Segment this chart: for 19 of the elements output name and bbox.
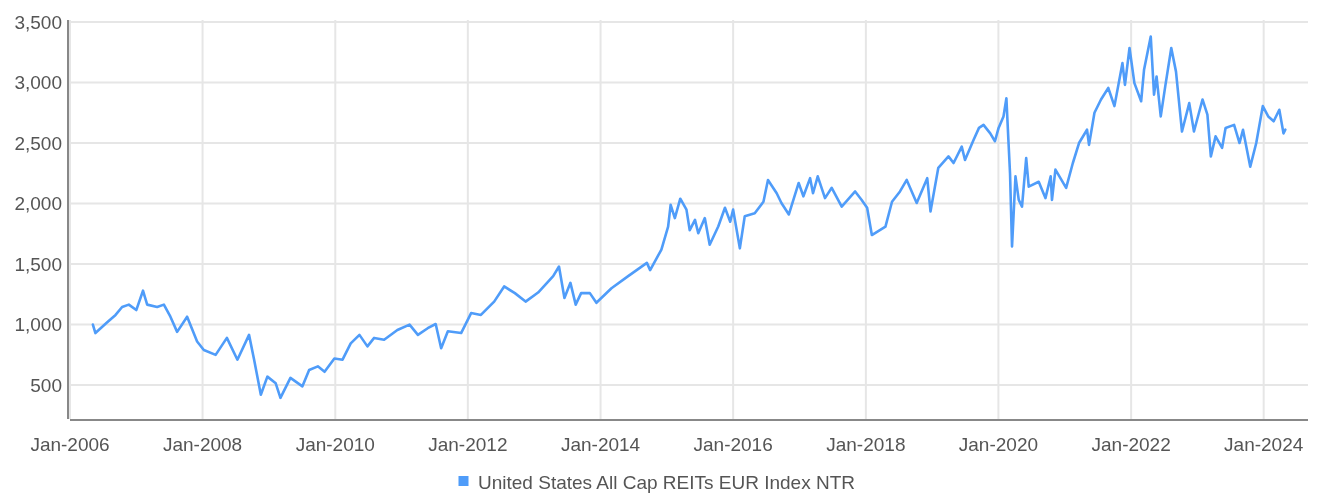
line-series [91,35,1287,400]
x-tick-label: Jan-2012 [428,434,508,455]
x-tick-label: Jan-2024 [1224,434,1304,455]
x-tick-label: Jan-2006 [30,434,110,455]
y-tick-label: 1,500 [14,253,62,275]
legend-label: United States All Cap REITs EUR Index NTR [478,472,855,493]
y-tick-label: 2,500 [14,132,62,154]
y-tick-label: 3,000 [14,72,62,94]
y-tick-label: 3,500 [14,11,62,33]
x-tick-label: Jan-2016 [693,434,773,455]
x-tick-label: Jan-2020 [958,434,1039,455]
x-tick-label: Jan-2022 [1091,434,1171,455]
y-tick-label: 2,000 [14,193,62,215]
y-tick-label: 1,000 [14,314,62,336]
x-tick-label: Jan-2014 [560,434,641,455]
x-tick-label: Jan-2018 [826,434,906,455]
y-tick-label: 500 [30,374,62,396]
x-tick-label: Jan-2010 [295,434,375,455]
x-tick-label: Jan-2008 [162,434,243,455]
